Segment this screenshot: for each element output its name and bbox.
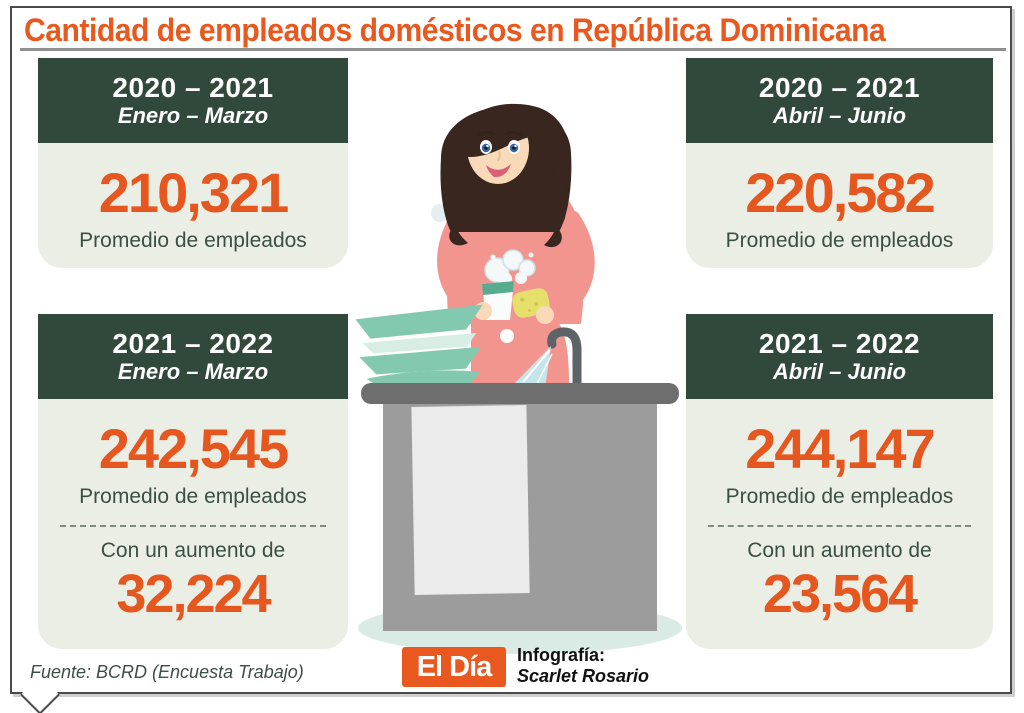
faucet-icon	[513, 327, 582, 393]
right-hand	[536, 306, 554, 324]
card-body: 210,321 Promedio de empleados	[38, 143, 348, 268]
card-2020-2021-abril-junio: 2020 – 2021 Abril – Junio 220,582 Promed…	[686, 58, 993, 268]
increase-label: Con un aumento de	[100, 539, 286, 562]
card-header: 2020 – 2021 Enero – Marzo	[38, 58, 348, 143]
card-months: Enero – Marzo	[117, 103, 269, 128]
card-period: 2021 – 2022	[112, 328, 274, 359]
card-period: 2020 – 2021	[758, 72, 921, 103]
card-months: Abril – Junio	[772, 103, 907, 128]
card-2020-2021-enero-marzo: 2020 – 2021 Enero – Marzo 210,321 Promed…	[38, 58, 348, 268]
employees-value: 244,147	[745, 417, 935, 480]
frame-border	[10, 6, 1012, 694]
towel-icon	[411, 405, 530, 595]
card-body: 242,545 Promedio de empleados Con un aum…	[38, 399, 348, 649]
countertop	[361, 383, 679, 404]
employees-value: 220,582	[745, 161, 935, 224]
dashed-divider	[60, 525, 326, 527]
credit-block: Infografía: Scarlet Rosario	[517, 645, 649, 686]
source-text: Fuente: BCRD (Encuesta Trabajo)	[30, 662, 304, 682]
employees-value: 210,321	[98, 161, 289, 224]
woman-head	[440, 103, 572, 248]
page-title: Cantidad de empleados domésticos en Repú…	[24, 12, 886, 48]
card-header: 2021 – 2022 Abril – Junio	[686, 314, 993, 399]
card-months: Abril – Junio	[772, 359, 907, 384]
card-header: 2021 – 2022 Enero – Marzo	[38, 314, 348, 399]
employees-label: Promedio de empleados	[79, 229, 307, 252]
card-2021-2022-abril-junio: 2021 – 2022 Abril – Junio 244,147 Promed…	[686, 314, 993, 649]
el-dia-logo: El Día	[402, 647, 506, 687]
credit-label: Infografía:	[517, 645, 605, 665]
card-body: 220,582 Promedio de empleados	[686, 143, 993, 268]
employees-label: Promedio de empleados	[79, 485, 307, 508]
card-body: 244,147 Promedio de empleados Con un aum…	[686, 399, 993, 649]
sink-cabinet	[361, 383, 679, 631]
credit-name: Scarlet Rosario	[517, 665, 650, 686]
employees-label: Promedio de empleados	[725, 485, 954, 508]
woman-washing-dishes-illustration	[355, 103, 682, 654]
water-spray	[513, 346, 551, 388]
card-period: 2020 – 2021	[112, 72, 274, 103]
title-underline	[20, 48, 1006, 51]
increase-label: Con un aumento de	[747, 539, 932, 562]
dashed-divider	[708, 525, 971, 527]
employees-label: Promedio de empleados	[725, 229, 954, 252]
cup-and-sponge	[474, 249, 554, 324]
increase-value: 32,224	[116, 564, 271, 624]
card-header: 2020 – 2021 Abril – Junio	[686, 58, 993, 143]
employees-value: 242,545	[98, 417, 289, 480]
increase-value: 23,564	[762, 564, 918, 624]
card-months: Enero – Marzo	[117, 359, 269, 384]
card-2021-2022-enero-marzo: 2021 – 2022 Enero – Marzo 242,545 Promed…	[38, 314, 348, 649]
card-period: 2021 – 2022	[758, 328, 921, 359]
